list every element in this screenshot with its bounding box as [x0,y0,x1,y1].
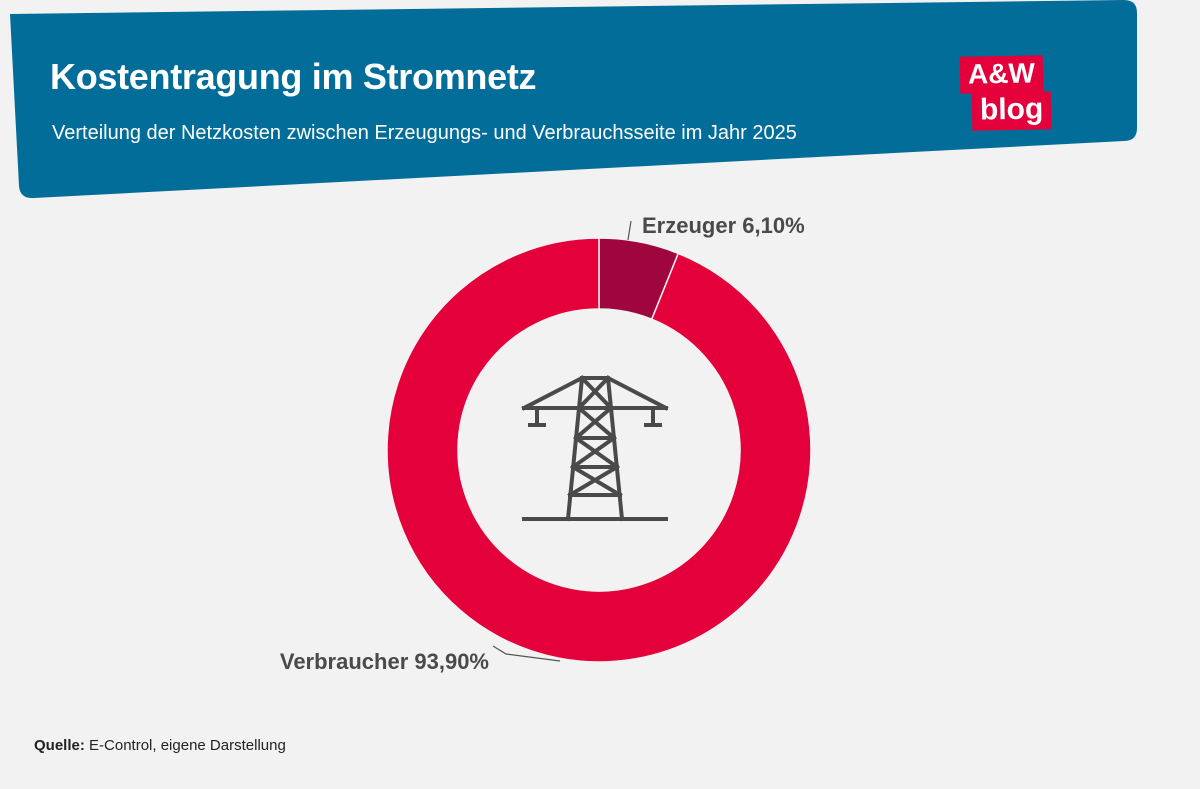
label-verbraucher: Verbraucher 93,90% [280,649,489,674]
label-erzeuger: Erzeuger 6,10% [642,213,805,238]
power-pylon-icon [521,375,669,522]
page-title: Kostentragung im Stromnetz [50,56,537,97]
source-note: Quelle: E-Control, eigene Darstellung [34,737,286,754]
header-banner-shape [10,0,1137,199]
header-banner [10,0,1137,199]
donut-slices [386,237,812,663]
page-subtitle: Verteilung der Netzkosten zwischen Erzeu… [52,122,797,144]
leader-line-erzeuger [627,220,632,241]
leader-line-verbraucher [492,645,561,662]
source-label: Quelle: [34,737,85,754]
donut-slice-verbraucher [386,237,812,663]
source-text: E-Control, eigene Darstellung [84,737,286,754]
